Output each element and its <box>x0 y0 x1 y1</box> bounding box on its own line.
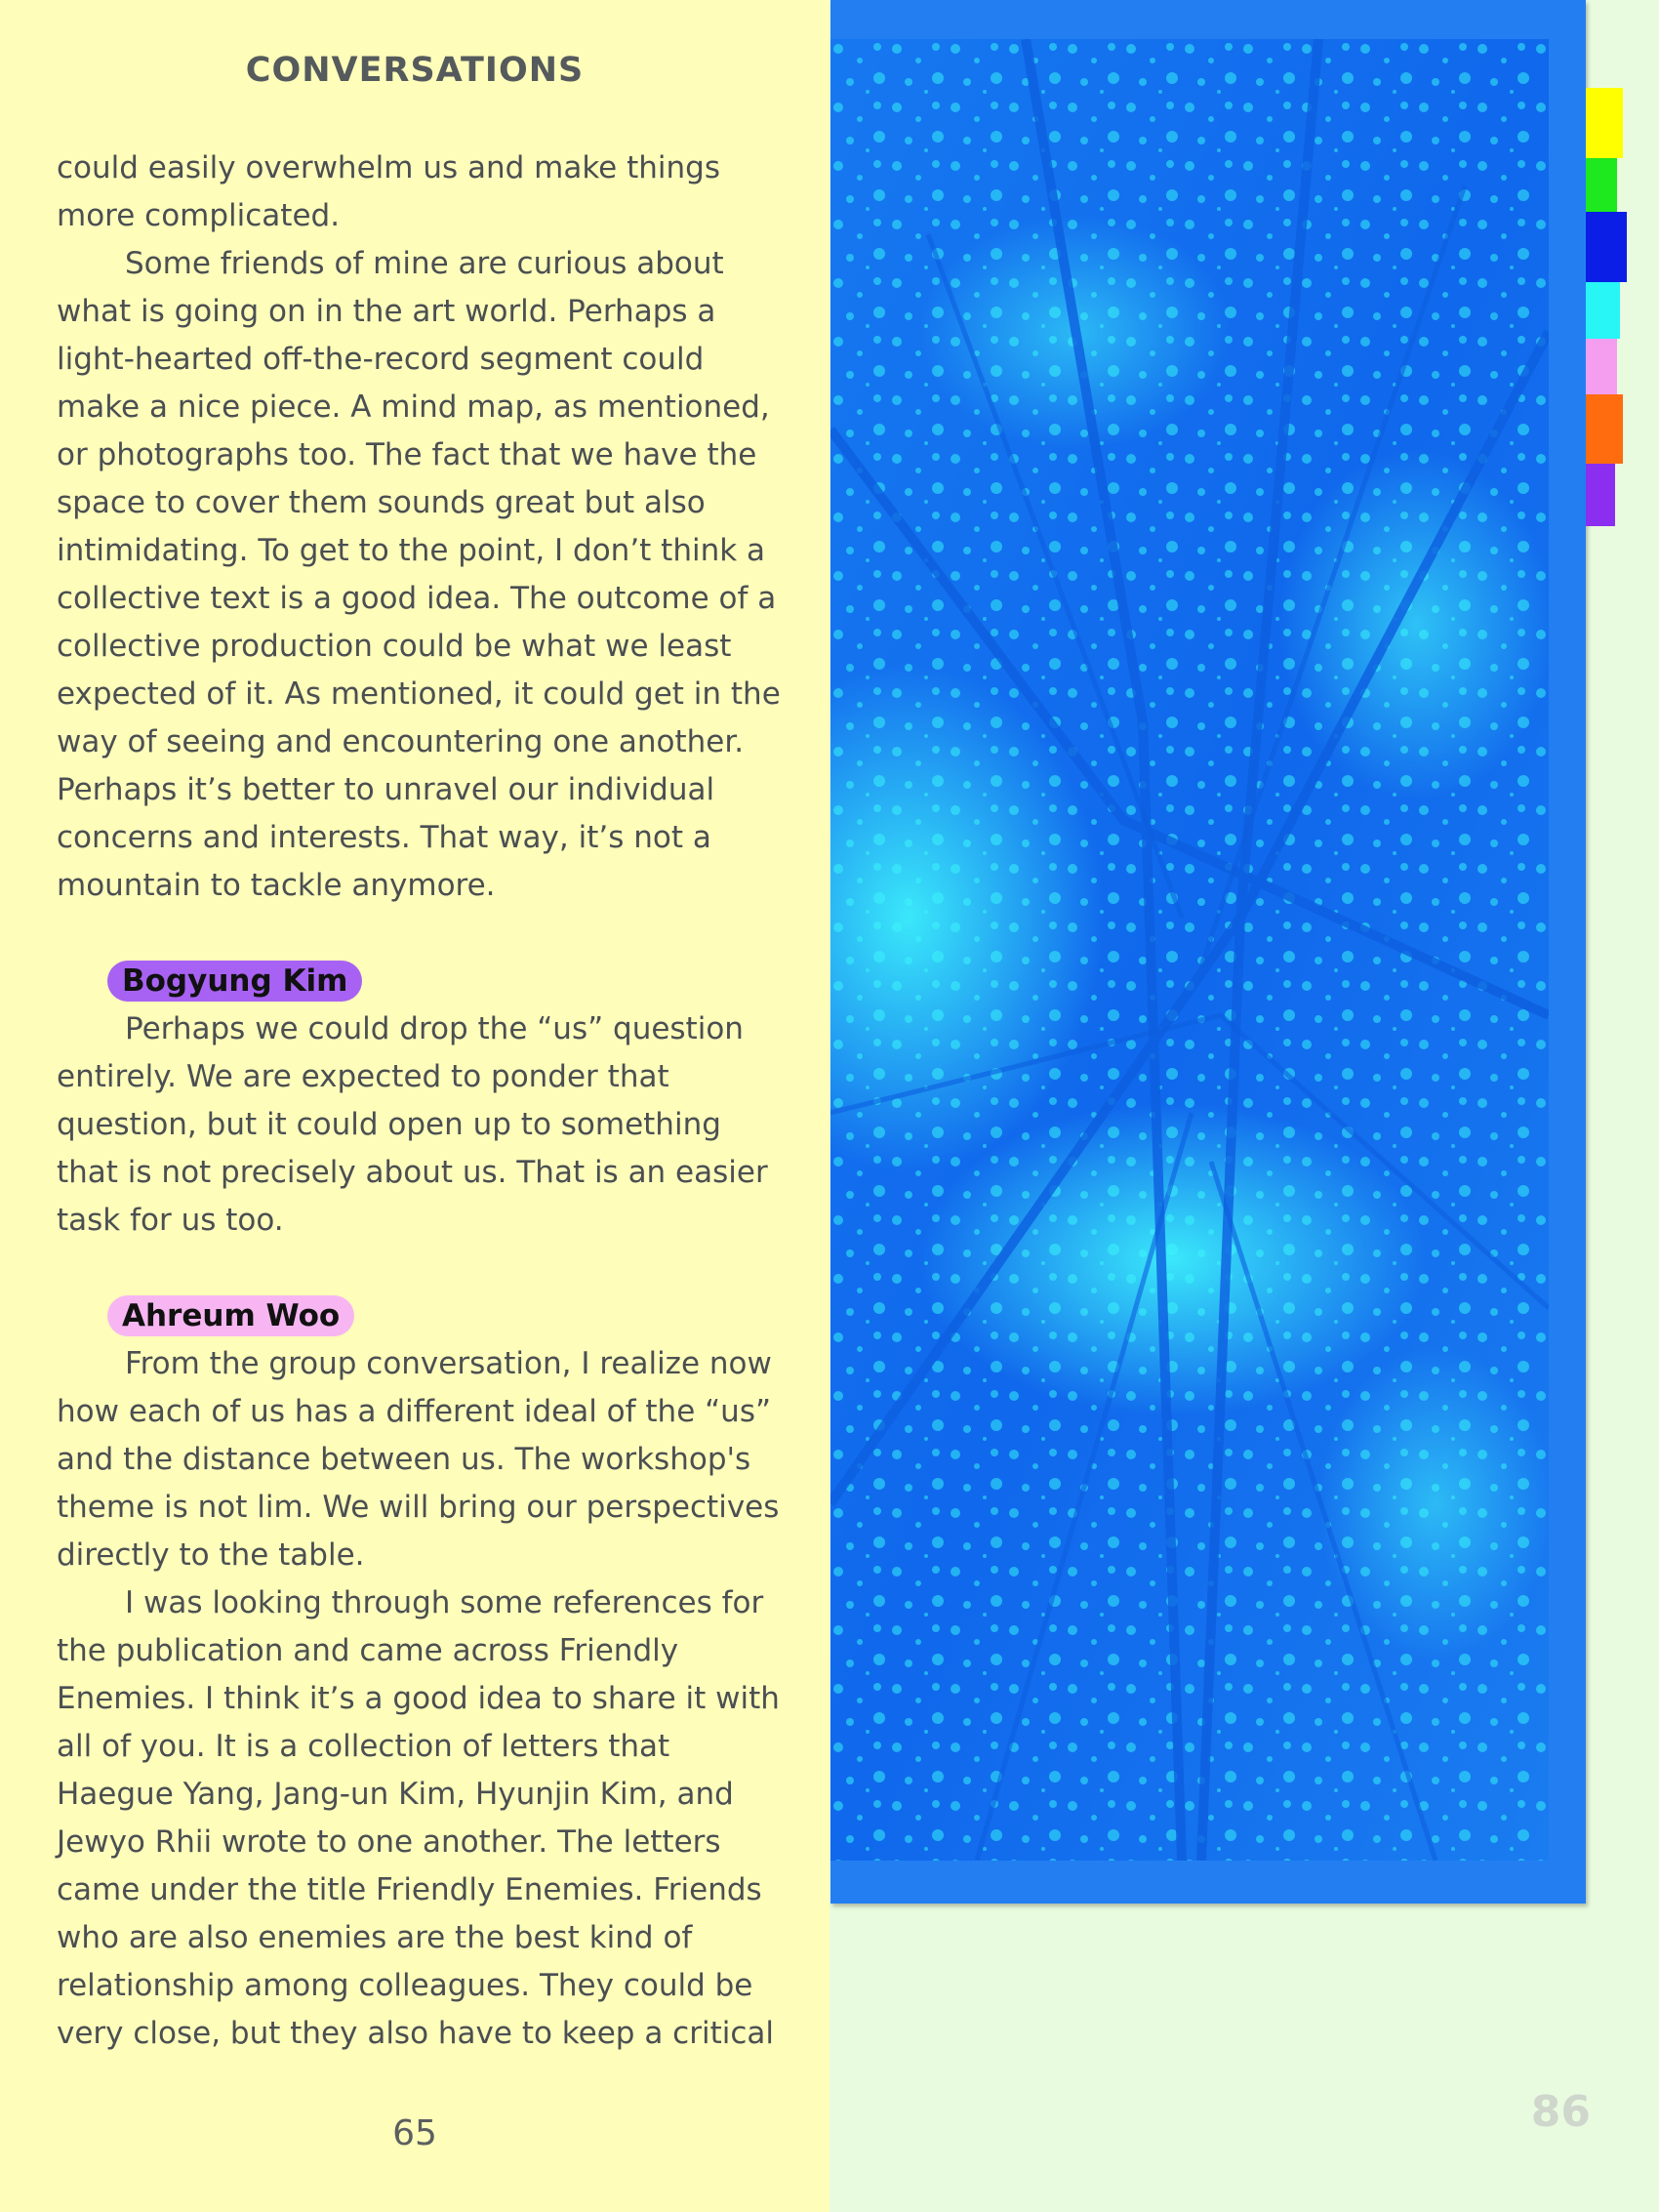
paragraph: I was looking through some references fo… <box>57 1585 780 2051</box>
paragraph: could easily overwhelm us and make thing… <box>57 150 721 233</box>
color-tab-orange <box>1586 394 1623 464</box>
body-text: could easily overwhelm us and make thing… <box>57 144 784 2058</box>
paragraph: Perhaps we could drop the “us” question … <box>57 1011 768 1238</box>
color-tab-purple <box>1586 464 1615 526</box>
color-tab-blue <box>1586 212 1627 282</box>
color-tab-yellow <box>1586 88 1623 158</box>
tree-canopy-photo-icon <box>830 39 1549 1861</box>
speaker-badge-ahreum-woo: Ahreum Woo <box>107 1295 355 1336</box>
running-head: CONVERSATIONS <box>245 51 585 90</box>
color-tab-cyan <box>1586 282 1620 339</box>
paragraph: Some friends of mine are curious about w… <box>57 246 781 903</box>
page-number-right: 86 <box>1530 2087 1591 2137</box>
left-page: CONVERSATIONS could easily overwhelm us … <box>0 0 830 2212</box>
color-tab-pink <box>1586 339 1617 401</box>
page-number-left: 65 <box>392 2113 437 2153</box>
paragraph: From the group conversation, I realize n… <box>57 1346 780 1573</box>
speaker-badge-bogyung-kim: Bogyung Kim <box>107 961 363 1002</box>
